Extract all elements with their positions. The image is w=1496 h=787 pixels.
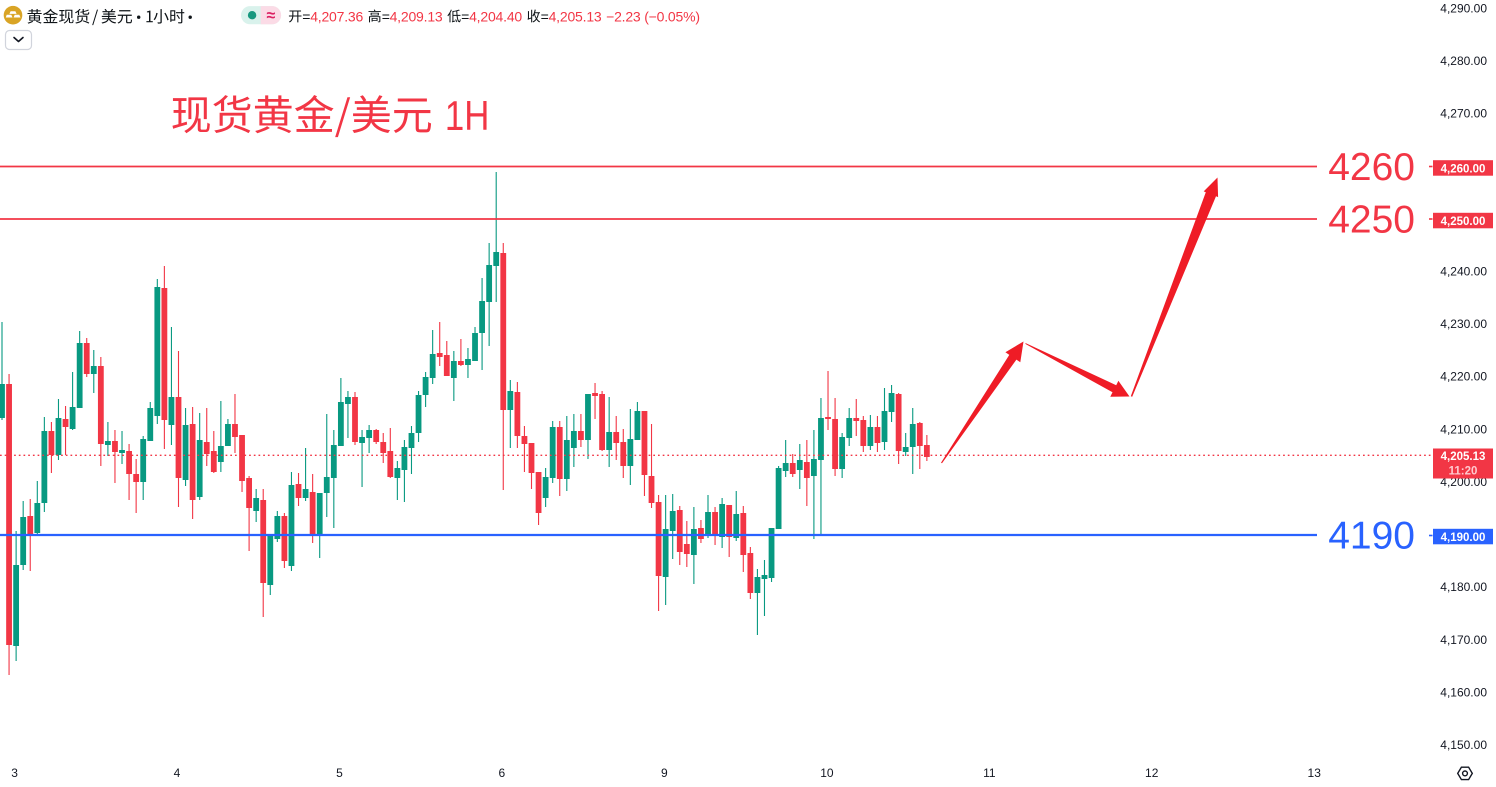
svg-text:11:20: 11:20	[1449, 466, 1478, 478]
svg-text:4,240.00: 4,240.00	[1440, 265, 1487, 279]
svg-text:≈: ≈	[267, 8, 276, 25]
svg-text:13: 13	[1308, 766, 1322, 780]
svg-text:=: =	[382, 8, 390, 24]
svg-text:=: =	[541, 8, 549, 24]
svg-text:4,220.00: 4,220.00	[1440, 370, 1487, 384]
svg-text:4,260.00: 4,260.00	[1441, 163, 1486, 175]
svg-text:10: 10	[820, 766, 834, 780]
svg-text:4,205.13: 4,205.13	[1441, 451, 1486, 463]
svg-text:4,205.13: 4,205.13	[549, 8, 602, 24]
svg-text:4250: 4250	[1328, 199, 1415, 242]
svg-text:4,180.00: 4,180.00	[1440, 580, 1487, 594]
svg-text:4,160.00: 4,160.00	[1440, 685, 1487, 699]
svg-text:4,230.00: 4,230.00	[1440, 317, 1487, 331]
svg-text:4,250.00: 4,250.00	[1441, 216, 1486, 228]
svg-text:1H: 1H	[445, 92, 490, 139]
svg-text:4,290.00: 4,290.00	[1440, 1, 1487, 15]
svg-text:4,150.00: 4,150.00	[1440, 738, 1487, 752]
svg-text:9: 9	[661, 766, 668, 780]
svg-text:4,204.40: 4,204.40	[469, 8, 522, 24]
svg-text:4,170.00: 4,170.00	[1440, 633, 1487, 647]
svg-text:4,209.13: 4,209.13	[390, 8, 443, 24]
svg-text:3: 3	[11, 766, 18, 780]
svg-text:=: =	[461, 8, 469, 24]
svg-text:11: 11	[983, 766, 996, 780]
svg-text:4: 4	[174, 766, 181, 780]
svg-text:=: =	[302, 8, 310, 24]
svg-text:4,207.36: 4,207.36	[310, 8, 363, 24]
svg-text:5: 5	[336, 766, 343, 780]
svg-text:4260: 4260	[1328, 146, 1415, 189]
svg-text:−2.23 (−0.05%): −2.23 (−0.05%)	[606, 8, 700, 24]
svg-text:4,270.00: 4,270.00	[1440, 107, 1487, 121]
svg-text:4,280.00: 4,280.00	[1440, 54, 1487, 68]
svg-text:4,190.00: 4,190.00	[1441, 532, 1486, 544]
svg-text:6: 6	[499, 766, 506, 780]
svg-text:12: 12	[1145, 766, 1159, 780]
svg-text:4190: 4190	[1328, 515, 1415, 558]
svg-text:4,210.00: 4,210.00	[1440, 422, 1487, 436]
